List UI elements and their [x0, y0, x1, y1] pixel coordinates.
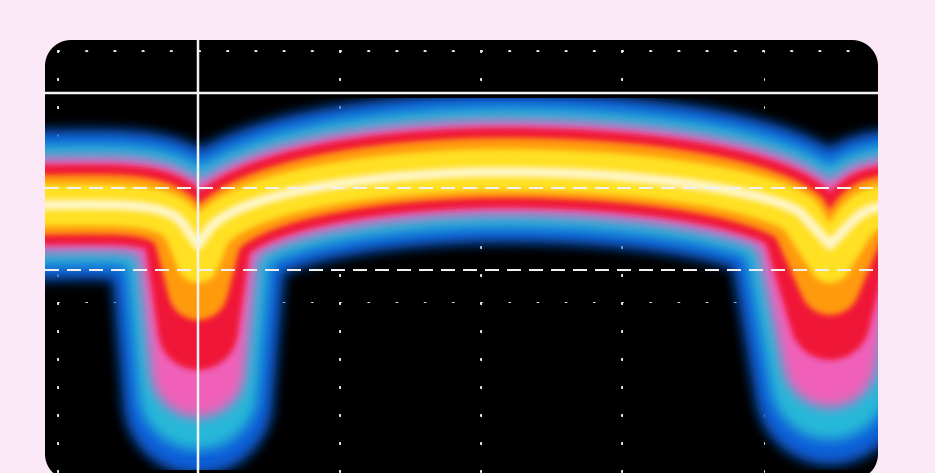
page: {}	[0, 0, 935, 473]
screen	[20, 40, 900, 473]
oscilloscope-photo	[0, 0, 935, 473]
